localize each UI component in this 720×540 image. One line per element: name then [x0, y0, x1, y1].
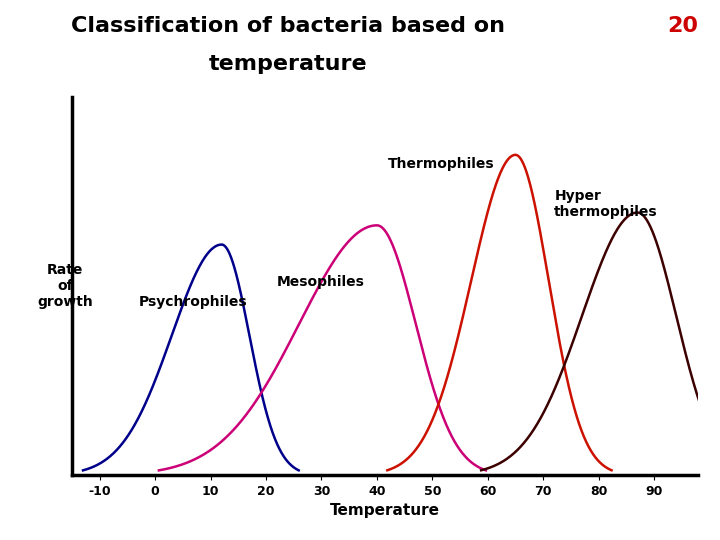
Text: temperature: temperature	[209, 54, 367, 74]
Text: Psychrophiles: Psychrophiles	[138, 295, 247, 309]
Text: Mesophiles: Mesophiles	[277, 275, 365, 289]
Text: Classification of bacteria based on: Classification of bacteria based on	[71, 16, 505, 36]
X-axis label: Temperature: Temperature	[330, 503, 440, 518]
Text: Thermophiles: Thermophiles	[388, 157, 495, 171]
Y-axis label: Rate
of
growth: Rate of growth	[37, 263, 93, 309]
Text: Hyper
thermophiles: Hyper thermophiles	[554, 188, 658, 219]
Text: 20: 20	[667, 16, 698, 36]
